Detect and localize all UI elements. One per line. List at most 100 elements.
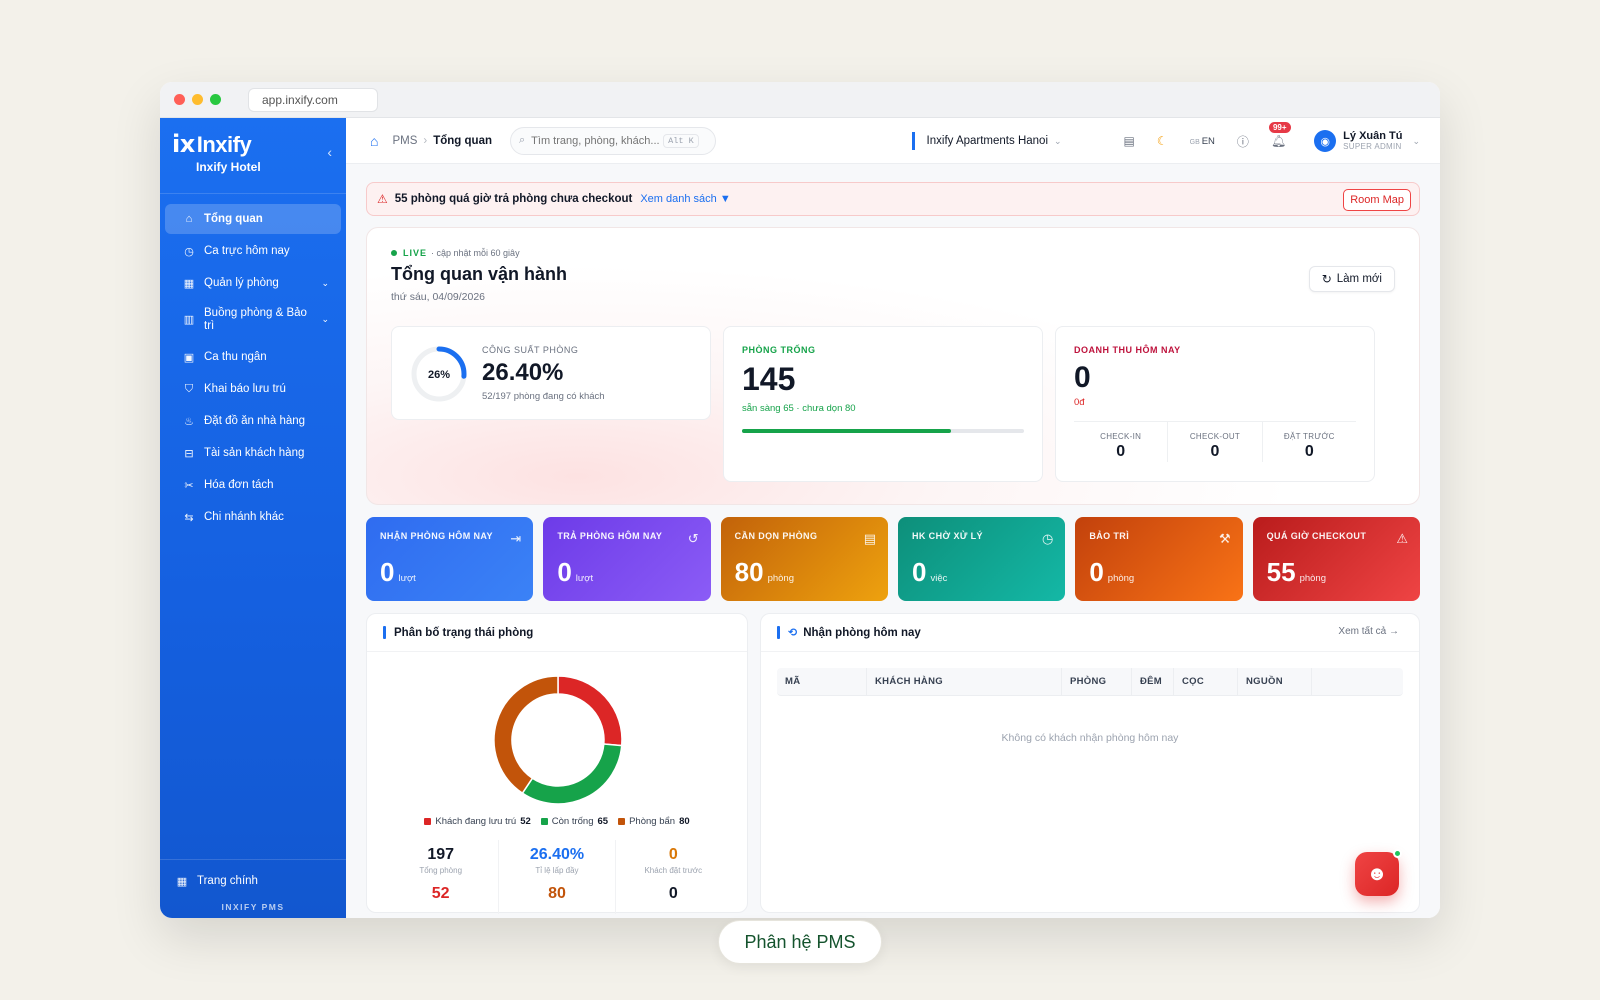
room-map-button[interactable]: Room Map bbox=[1343, 189, 1411, 211]
ring-progress bbox=[411, 346, 467, 402]
sidebar-item-cashier[interactable]: ▣ Ca thu ngân bbox=[165, 342, 341, 372]
language-switch[interactable]: GB EN bbox=[1190, 136, 1215, 147]
status-tile[interactable]: TRẢ PHÒNG HÔM NAY ↺ 0 lượt bbox=[543, 517, 711, 601]
tile-unit: lượt bbox=[398, 573, 416, 584]
tile-label: QUÁ GIỜ CHECKOUT bbox=[1266, 531, 1367, 541]
distribution-stats: 197 Tổng phòng 52 26.40% Tỉ lệ lấp đầy 80… bbox=[383, 840, 731, 914]
sidebar-item-residence[interactable]: ⛉ Khai báo lưu trú bbox=[165, 374, 341, 404]
column-header[interactable]: NGUỒN bbox=[1238, 667, 1312, 696]
sidebar-item-rooms[interactable]: ▦ Quản lý phòng ⌄ bbox=[165, 268, 341, 298]
warning-icon: ⚠ bbox=[1396, 531, 1408, 546]
breadcrumb-current: Tổng quan bbox=[433, 134, 492, 147]
moon-icon[interactable]: ☾ bbox=[1156, 134, 1168, 148]
food-icon: ♨ bbox=[184, 415, 194, 428]
donut-slice[interactable] bbox=[557, 675, 623, 747]
stat-label: CHECK-OUT bbox=[1189, 432, 1241, 441]
broom-icon: ▤ bbox=[863, 531, 876, 546]
browser-chrome: app.inxify.com bbox=[160, 82, 1440, 118]
chevron-down-icon: ⌄ bbox=[321, 314, 329, 325]
kpi-label: DOANH THU HÔM NAY bbox=[1074, 345, 1181, 355]
close-dot[interactable] bbox=[174, 94, 185, 105]
sidebar-item-housekeeping[interactable]: ▥ Buồng phòng & Bảo trì ⌄ bbox=[165, 300, 341, 340]
status-tile[interactable]: QUÁ GIỜ CHECKOUT ⚠ 55 phòng bbox=[1252, 517, 1420, 601]
stat-value-secondary: 80 bbox=[548, 885, 566, 902]
tile-value: 0 lượt bbox=[380, 557, 416, 588]
breadcrumb-root[interactable]: PMS bbox=[392, 134, 418, 147]
alert-message: 55 phòng quá giờ trả phòng chưa checkout bbox=[394, 193, 633, 205]
stat-label: CHECK-IN bbox=[1100, 432, 1142, 441]
status-tile[interactable]: BẢO TRÌ ⚒ 0 phòng bbox=[1075, 517, 1243, 601]
status-tile[interactable]: CẦN DỌN PHÒNG ▤ 80 phòng bbox=[720, 517, 888, 601]
legend-item: Phòng bẩn 80 bbox=[618, 816, 690, 827]
kpi-value: 0 bbox=[1074, 361, 1091, 394]
property-selector[interactable]: Inxify Apartments Hanoi ⌄ bbox=[911, 132, 1062, 150]
sidebar-item-shift[interactable]: ◷ Ca trực hôm nay bbox=[165, 236, 341, 266]
kpi-value: 145 bbox=[742, 361, 796, 397]
bell-icon[interactable]: 🔔︎ 99+ bbox=[1268, 122, 1291, 148]
legend-label: Phòng bẩn bbox=[629, 816, 676, 827]
sidebar-nav: ⌂ Tổng quan ◷ Ca trực hôm nay ▦ Quản lý … bbox=[160, 194, 346, 532]
help-icon[interactable]: ⓘ bbox=[1236, 134, 1249, 149]
layout-icon[interactable]: ▤ bbox=[1123, 134, 1135, 148]
donut-slice[interactable] bbox=[521, 743, 623, 805]
kpi-value: 26.40% bbox=[482, 359, 564, 386]
sidebar-item-label: Khai báo lưu trú bbox=[204, 383, 286, 395]
sidebar-item-assets[interactable]: ⊟ Tài sản khách hàng bbox=[165, 438, 341, 468]
panel-header: Phân bố trạng thái phòng bbox=[367, 614, 747, 652]
sidebar-item-label: Tổng quan bbox=[204, 213, 263, 225]
logout-icon: ↺ bbox=[687, 531, 699, 546]
tile-number: 0 bbox=[1089, 557, 1104, 587]
main-page-link[interactable]: ▦ Trang chính bbox=[176, 870, 330, 892]
sidebar-item-overview[interactable]: ⌂ Tổng quan bbox=[165, 204, 341, 234]
search-box[interactable]: ⌕ Alt K bbox=[510, 126, 716, 155]
room-status-panel: Phân bố trạng thái phòng Khách đang lưu … bbox=[366, 613, 748, 914]
checkins-panel: ⟲ Nhận phòng hôm nay Xem tất cả → MÃ KHÁC… bbox=[760, 613, 1420, 913]
column-header[interactable]: PHÒNG bbox=[1062, 667, 1132, 696]
home-icon[interactable]: ⌂ bbox=[370, 132, 379, 149]
column-header[interactable]: MÃ bbox=[777, 667, 867, 696]
logo[interactable]: ⅸ Inxify bbox=[172, 130, 334, 159]
empty-state: Không có khách nhận phòng hôm nay bbox=[1001, 732, 1179, 744]
collapse-sidebar-icon[interactable]: ‹ bbox=[327, 144, 332, 160]
status-tile[interactable]: HK CHỜ XỬ LÝ ◷ 0 việc bbox=[897, 517, 1066, 601]
breadcrumb-separator: › bbox=[423, 134, 428, 147]
page-title: Tổng quan vận hành bbox=[391, 264, 567, 284]
live-label: LIVE bbox=[403, 248, 428, 258]
donut-legend: Khách đang lưu trú 52 Còn trống 65 Phòng bẩn… bbox=[367, 816, 747, 827]
tile-number: 0 bbox=[380, 557, 395, 587]
user-menu[interactable]: ◉ Lý Xuân Tú SUPER ADMIN ⌄ bbox=[1314, 130, 1420, 152]
column-header[interactable]: ĐÊM bbox=[1132, 667, 1174, 696]
refresh-button[interactable]: ↻ Làm mới bbox=[1308, 266, 1395, 292]
view-all-link[interactable]: Xem tất cả → bbox=[1338, 626, 1399, 637]
maximize-dot[interactable] bbox=[210, 94, 221, 105]
topbar: ⌂ PMS › Tổng quan ⌕ Alt K Inxify Apartme… bbox=[346, 118, 1440, 164]
search-input[interactable] bbox=[531, 134, 660, 147]
address-bar[interactable]: app.inxify.com bbox=[248, 87, 378, 112]
column-header[interactable]: KHÁCH HÀNG bbox=[867, 667, 1062, 696]
legend-label: Khách đang lưu trú bbox=[435, 816, 517, 827]
scissors-icon: ✂ bbox=[184, 479, 194, 492]
browser-window: app.inxify.com ⅸ Inxify Inxify Hotel ‹ ⌂… bbox=[160, 82, 1440, 918]
donut-slice[interactable] bbox=[493, 675, 559, 795]
current-date: thứ sáu, 04/09/2026 bbox=[391, 291, 486, 303]
minimize-dot[interactable] bbox=[192, 94, 203, 105]
kpi-label: CÔNG SUẤT PHÒNG bbox=[482, 345, 579, 355]
tile-unit: phòng bbox=[1107, 573, 1135, 584]
sidebar-item-restaurant[interactable]: ♨ Đặt đồ ăn nhà hàng bbox=[165, 406, 341, 436]
stat-label: Tổng phòng bbox=[419, 866, 463, 875]
legend-item: Còn trống 65 bbox=[540, 816, 608, 827]
app: ⅸ Inxify Inxify Hotel ‹ ⌂ Tổng quan ◷ Ca… bbox=[160, 118, 1440, 918]
legend-label: Còn trống bbox=[551, 816, 594, 827]
column-header[interactable]: CỌC bbox=[1174, 667, 1238, 696]
view-list-link[interactable]: Xem danh sách ▼ bbox=[640, 193, 731, 205]
sidebar-item-split-invoice[interactable]: ✂ Hóa đơn tách bbox=[165, 470, 341, 500]
vacant-progress-fill bbox=[742, 429, 951, 433]
main-content: ⌂ PMS › Tổng quan ⌕ Alt K Inxify Apartme… bbox=[346, 118, 1440, 918]
distribution-stat: 0 Khách đặt trước 0 bbox=[616, 840, 731, 914]
kpi-sub: sẵn sàng 65 · chưa dọn 80 bbox=[742, 403, 856, 414]
building-icon: ▥ bbox=[183, 313, 195, 326]
chatbot-button[interactable]: ☻ bbox=[1355, 849, 1402, 896]
sidebar-item-branches[interactable]: ⇆ Chi nhánh khác bbox=[165, 502, 341, 532]
status-tile[interactable]: NHẬN PHÒNG HÔM NAY ⇥ 0 lượt bbox=[366, 517, 534, 601]
revenue-stats: CHECK-IN 0 CHECK-OUT 0 ĐẶT TRƯỚC 0 bbox=[1074, 421, 1356, 462]
